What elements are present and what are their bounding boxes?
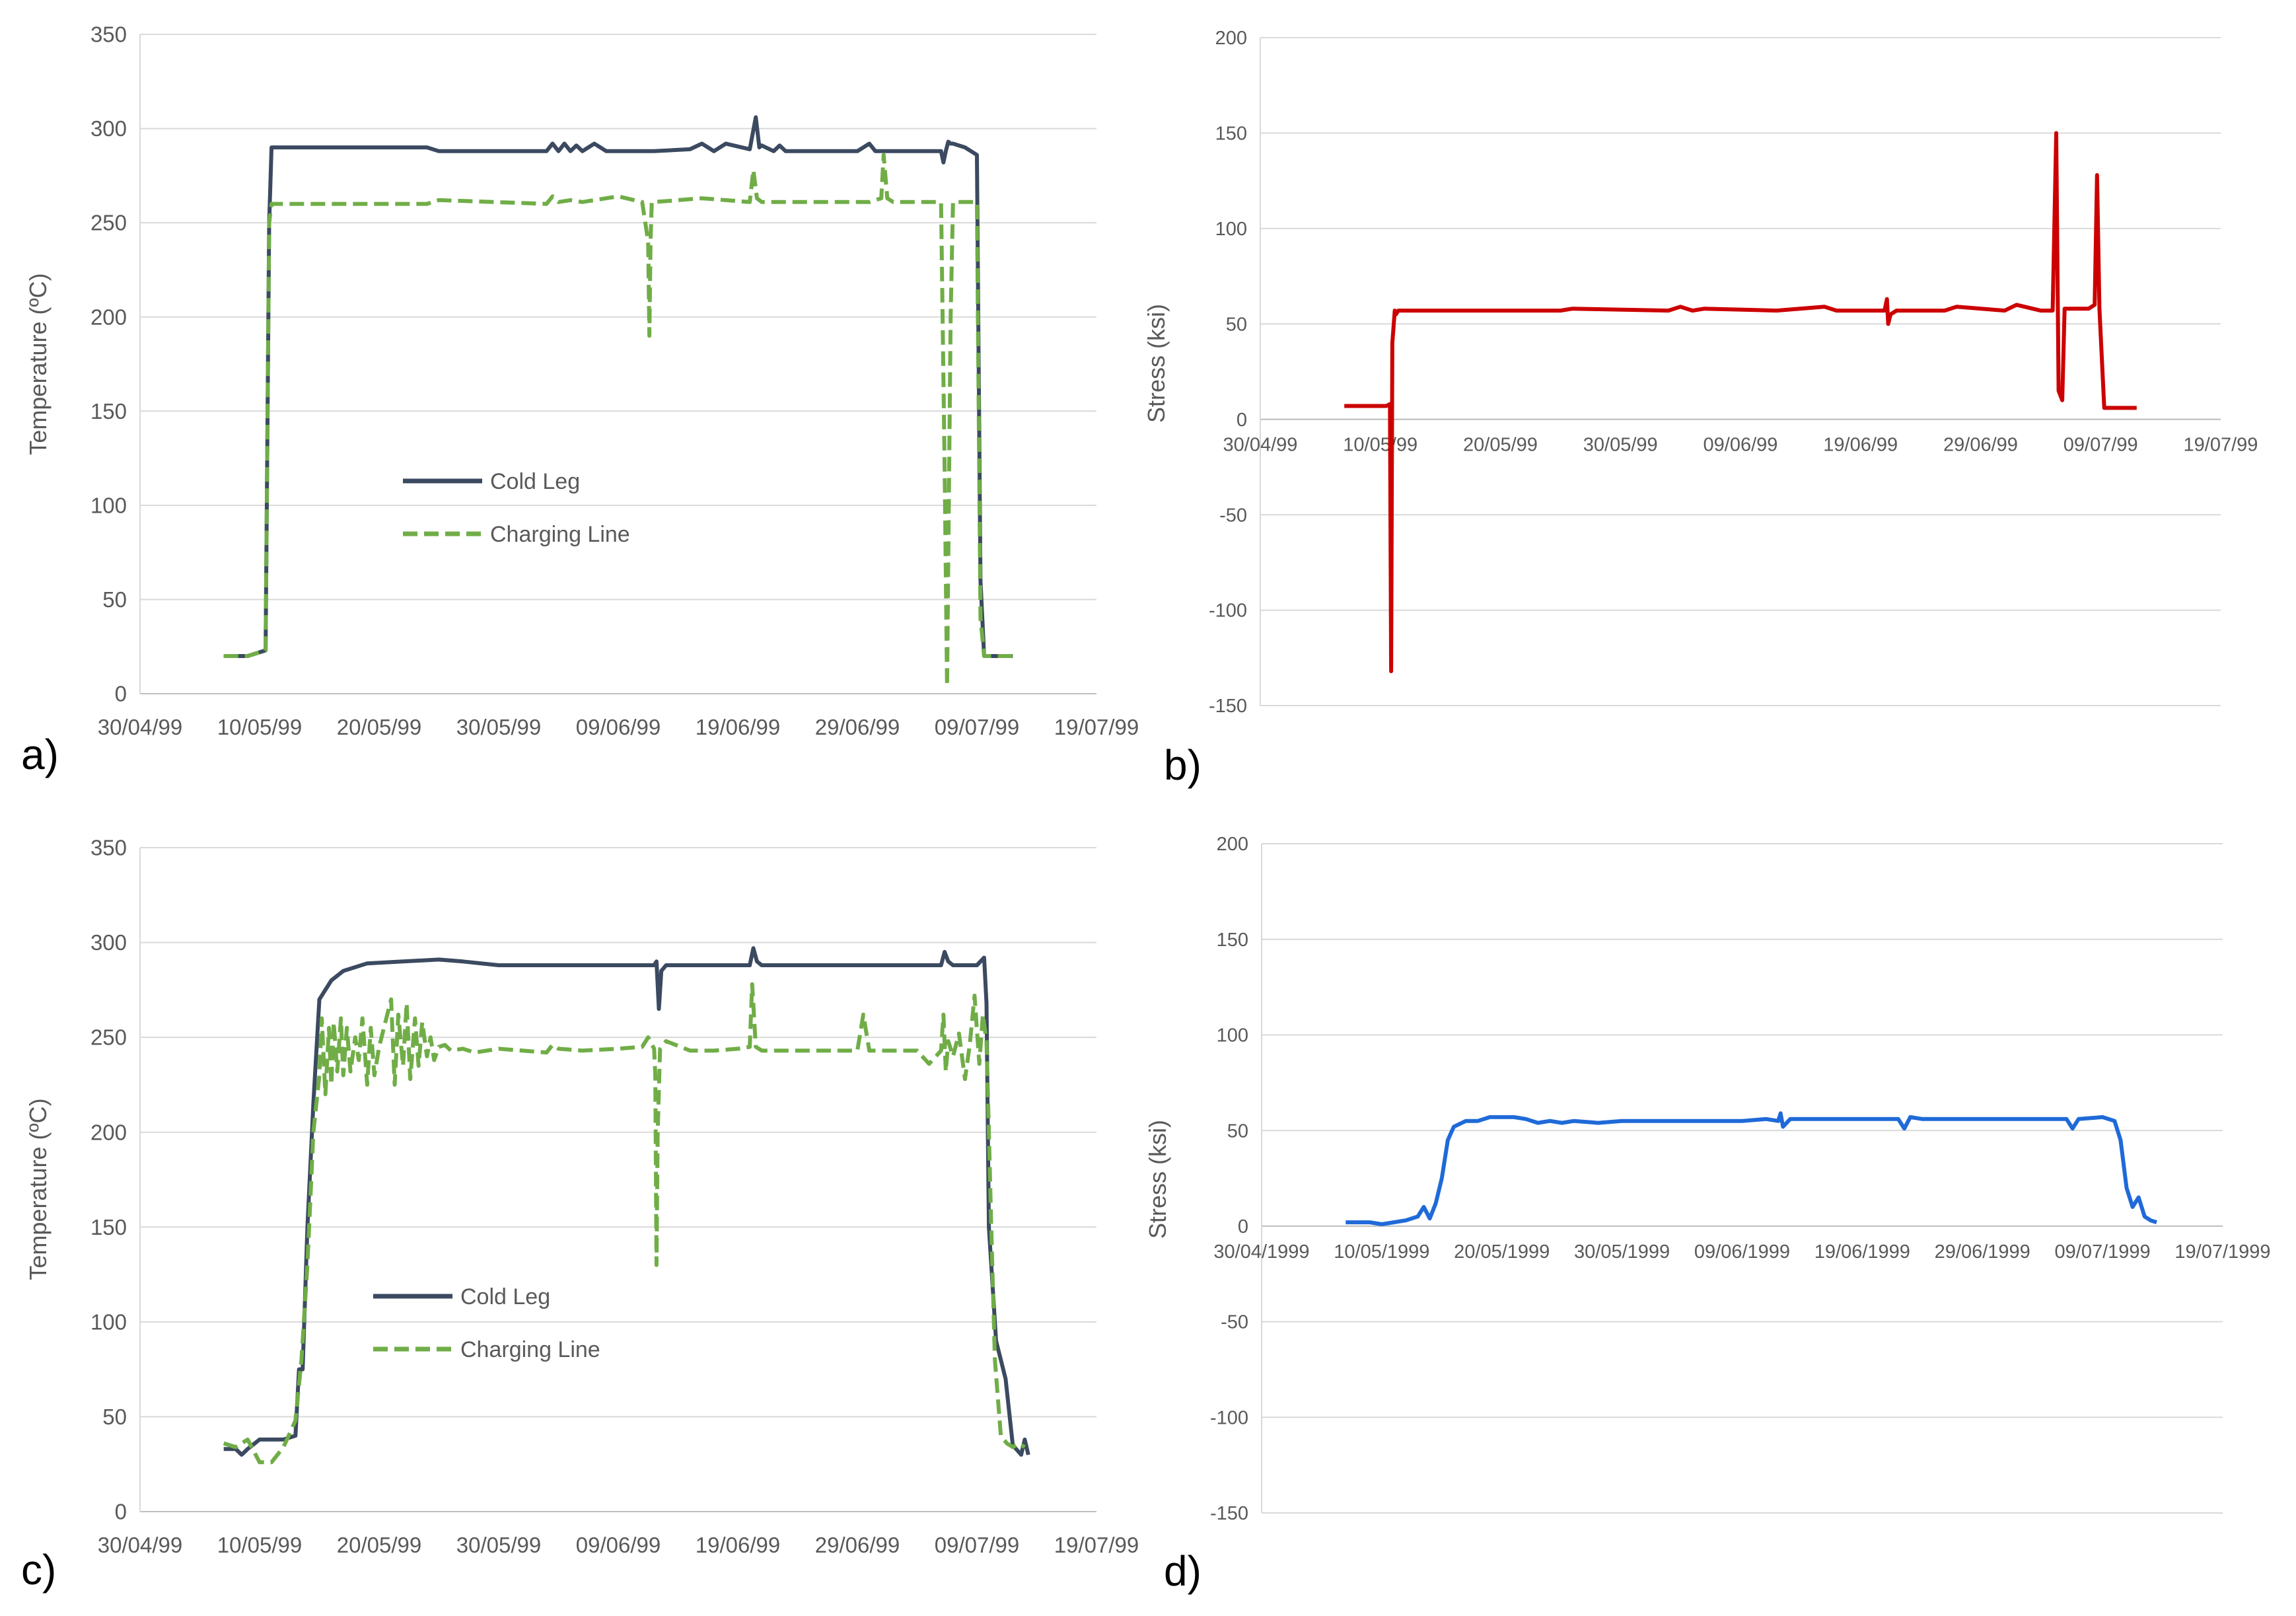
panel-label: b): [1164, 741, 1202, 789]
x-tick-label: 20/05/99: [337, 715, 421, 739]
x-tick-label: 30/04/99: [1223, 435, 1298, 456]
panel-label: c): [21, 1546, 56, 1594]
y-axis-title: Stress (ksi): [1143, 304, 1170, 423]
y-tick-label: 50: [1226, 314, 1247, 335]
series-line-stress: [1344, 131, 2137, 673]
x-tick-label: 19/06/99: [696, 1533, 780, 1557]
y-tick-label: 0: [115, 1500, 127, 1524]
x-tick-label: 09/07/1999: [2055, 1241, 2151, 1263]
x-tick-label: 19/07/1999: [2174, 1241, 2270, 1263]
x-tick-label: 30/05/99: [456, 715, 541, 739]
chart-panel-d: -150 -100 -50 0 50 100 150 200 30/04/1999 10/05/1…: [1144, 834, 2271, 1595]
x-tick-label: 20/05/1999: [1454, 1241, 1550, 1263]
y-tick-label: 150: [1215, 124, 1247, 145]
x-tick-label: 29/06/1999: [1935, 1241, 2030, 1263]
x-tick-label: 30/05/99: [1583, 435, 1658, 456]
x-tick-label: 20/05/99: [1463, 435, 1538, 456]
y-tick-label: 300: [90, 116, 127, 141]
y-tick-label: 200: [90, 1120, 127, 1144]
x-tick-label: 19/07/99: [1054, 1533, 1139, 1557]
y-tick-label: 150: [90, 1215, 127, 1239]
x-tick-label: 30/04/1999: [1213, 1241, 1309, 1263]
x-tick-label: 09/06/99: [1704, 435, 1778, 456]
y-tick-label: 150: [1217, 930, 1248, 951]
series-line-charging-line: [223, 982, 1026, 1465]
chart-panel-a: 0 50 100 150 200 250 300 350 30/04/99 10/05/99 20/…: [21, 22, 1139, 778]
y-tick-label: 200: [1215, 28, 1247, 49]
y-tick-label: 200: [90, 305, 127, 329]
legend-label: Cold Leg: [460, 1284, 550, 1309]
y-tick-label: 250: [90, 1025, 127, 1050]
y-tick-label: 50: [1227, 1120, 1248, 1142]
y-axis-title: Temperature (ºC): [24, 273, 52, 455]
legend-label: Cold Leg: [490, 469, 580, 494]
x-tick-label: 09/06/99: [576, 715, 661, 739]
legend-label: Charging Line: [490, 522, 630, 547]
y-tick-label: 50: [102, 1405, 127, 1429]
y-tick-label: -50: [1219, 505, 1247, 526]
x-tick-label: 19/06/99: [1823, 435, 1898, 456]
x-tick-label: 20/05/99: [337, 1533, 421, 1557]
x-tick-label: 10/05/99: [1343, 435, 1417, 456]
y-tick-label: 300: [90, 930, 127, 955]
x-tick-label: 09/07/99: [935, 715, 1019, 739]
x-tick-label: 29/06/99: [815, 1533, 900, 1557]
x-tick-label: 30/05/99: [456, 1533, 541, 1557]
series-line-charging-line: [223, 153, 1013, 688]
y-tick-label: 350: [90, 22, 127, 47]
y-tick-label: 150: [90, 399, 127, 423]
x-tick-label: 19/06/1999: [1814, 1241, 1910, 1263]
x-tick-label: 09/07/99: [935, 1533, 1019, 1557]
y-tick-label: -150: [1209, 696, 1247, 717]
chart-panel-c: 0 50 100 150 200 250 300 350 30/04/99 10/05/99 20/…: [21, 836, 1139, 1594]
x-tick-label: 30/04/99: [98, 715, 182, 739]
y-tick-label: 350: [90, 836, 127, 860]
x-tick-label: 19/06/99: [696, 715, 780, 739]
x-tick-label: 29/06/99: [815, 715, 900, 739]
x-tick-label: 19/07/99: [1054, 715, 1139, 739]
chart-panel-b: -150 -100 -50 0 50 100 150 200 30/04/99 10/05/99 2…: [1143, 28, 2258, 789]
x-tick-label: 30/04/99: [98, 1533, 182, 1557]
panel-label: a): [21, 731, 59, 778]
x-tick-label: 09/07/99: [2063, 435, 2138, 456]
series-line-stress: [1345, 1111, 2157, 1226]
x-tick-label: 10/05/99: [217, 1533, 302, 1557]
y-axis-title: Temperature (ºC): [24, 1098, 52, 1280]
x-tick-label: 09/06/99: [576, 1533, 661, 1557]
x-tick-label: 10/05/99: [217, 715, 302, 739]
y-tick-label: 0: [1238, 1216, 1248, 1237]
y-tick-label: 100: [1215, 219, 1247, 240]
y-tick-label: -100: [1209, 601, 1247, 622]
y-tick-label: -100: [1210, 1407, 1248, 1428]
legend-label: Charging Line: [460, 1337, 600, 1362]
y-tick-label: 250: [90, 211, 127, 235]
y-tick-label: 0: [1237, 410, 1247, 431]
y-tick-label: 100: [1217, 1025, 1248, 1047]
y-tick-label: 100: [90, 1309, 127, 1334]
y-tick-label: 100: [90, 493, 127, 517]
panel-label: d): [1164, 1547, 1202, 1595]
y-tick-label: 0: [115, 682, 127, 706]
y-tick-label: 200: [1217, 834, 1248, 855]
x-tick-label: 30/05/1999: [1574, 1241, 1670, 1263]
x-tick-label: 29/06/99: [1943, 435, 2018, 456]
x-tick-label: 19/07/99: [2184, 435, 2258, 456]
y-tick-label: 50: [102, 587, 127, 612]
y-axis-title: Stress (ksi): [1144, 1120, 1171, 1239]
x-tick-label: 10/05/1999: [1334, 1241, 1429, 1263]
x-tick-label: 09/06/1999: [1694, 1241, 1790, 1263]
y-tick-label: -150: [1210, 1503, 1248, 1524]
y-tick-label: -50: [1221, 1312, 1248, 1333]
series-line-cold-leg: [223, 115, 1013, 658]
